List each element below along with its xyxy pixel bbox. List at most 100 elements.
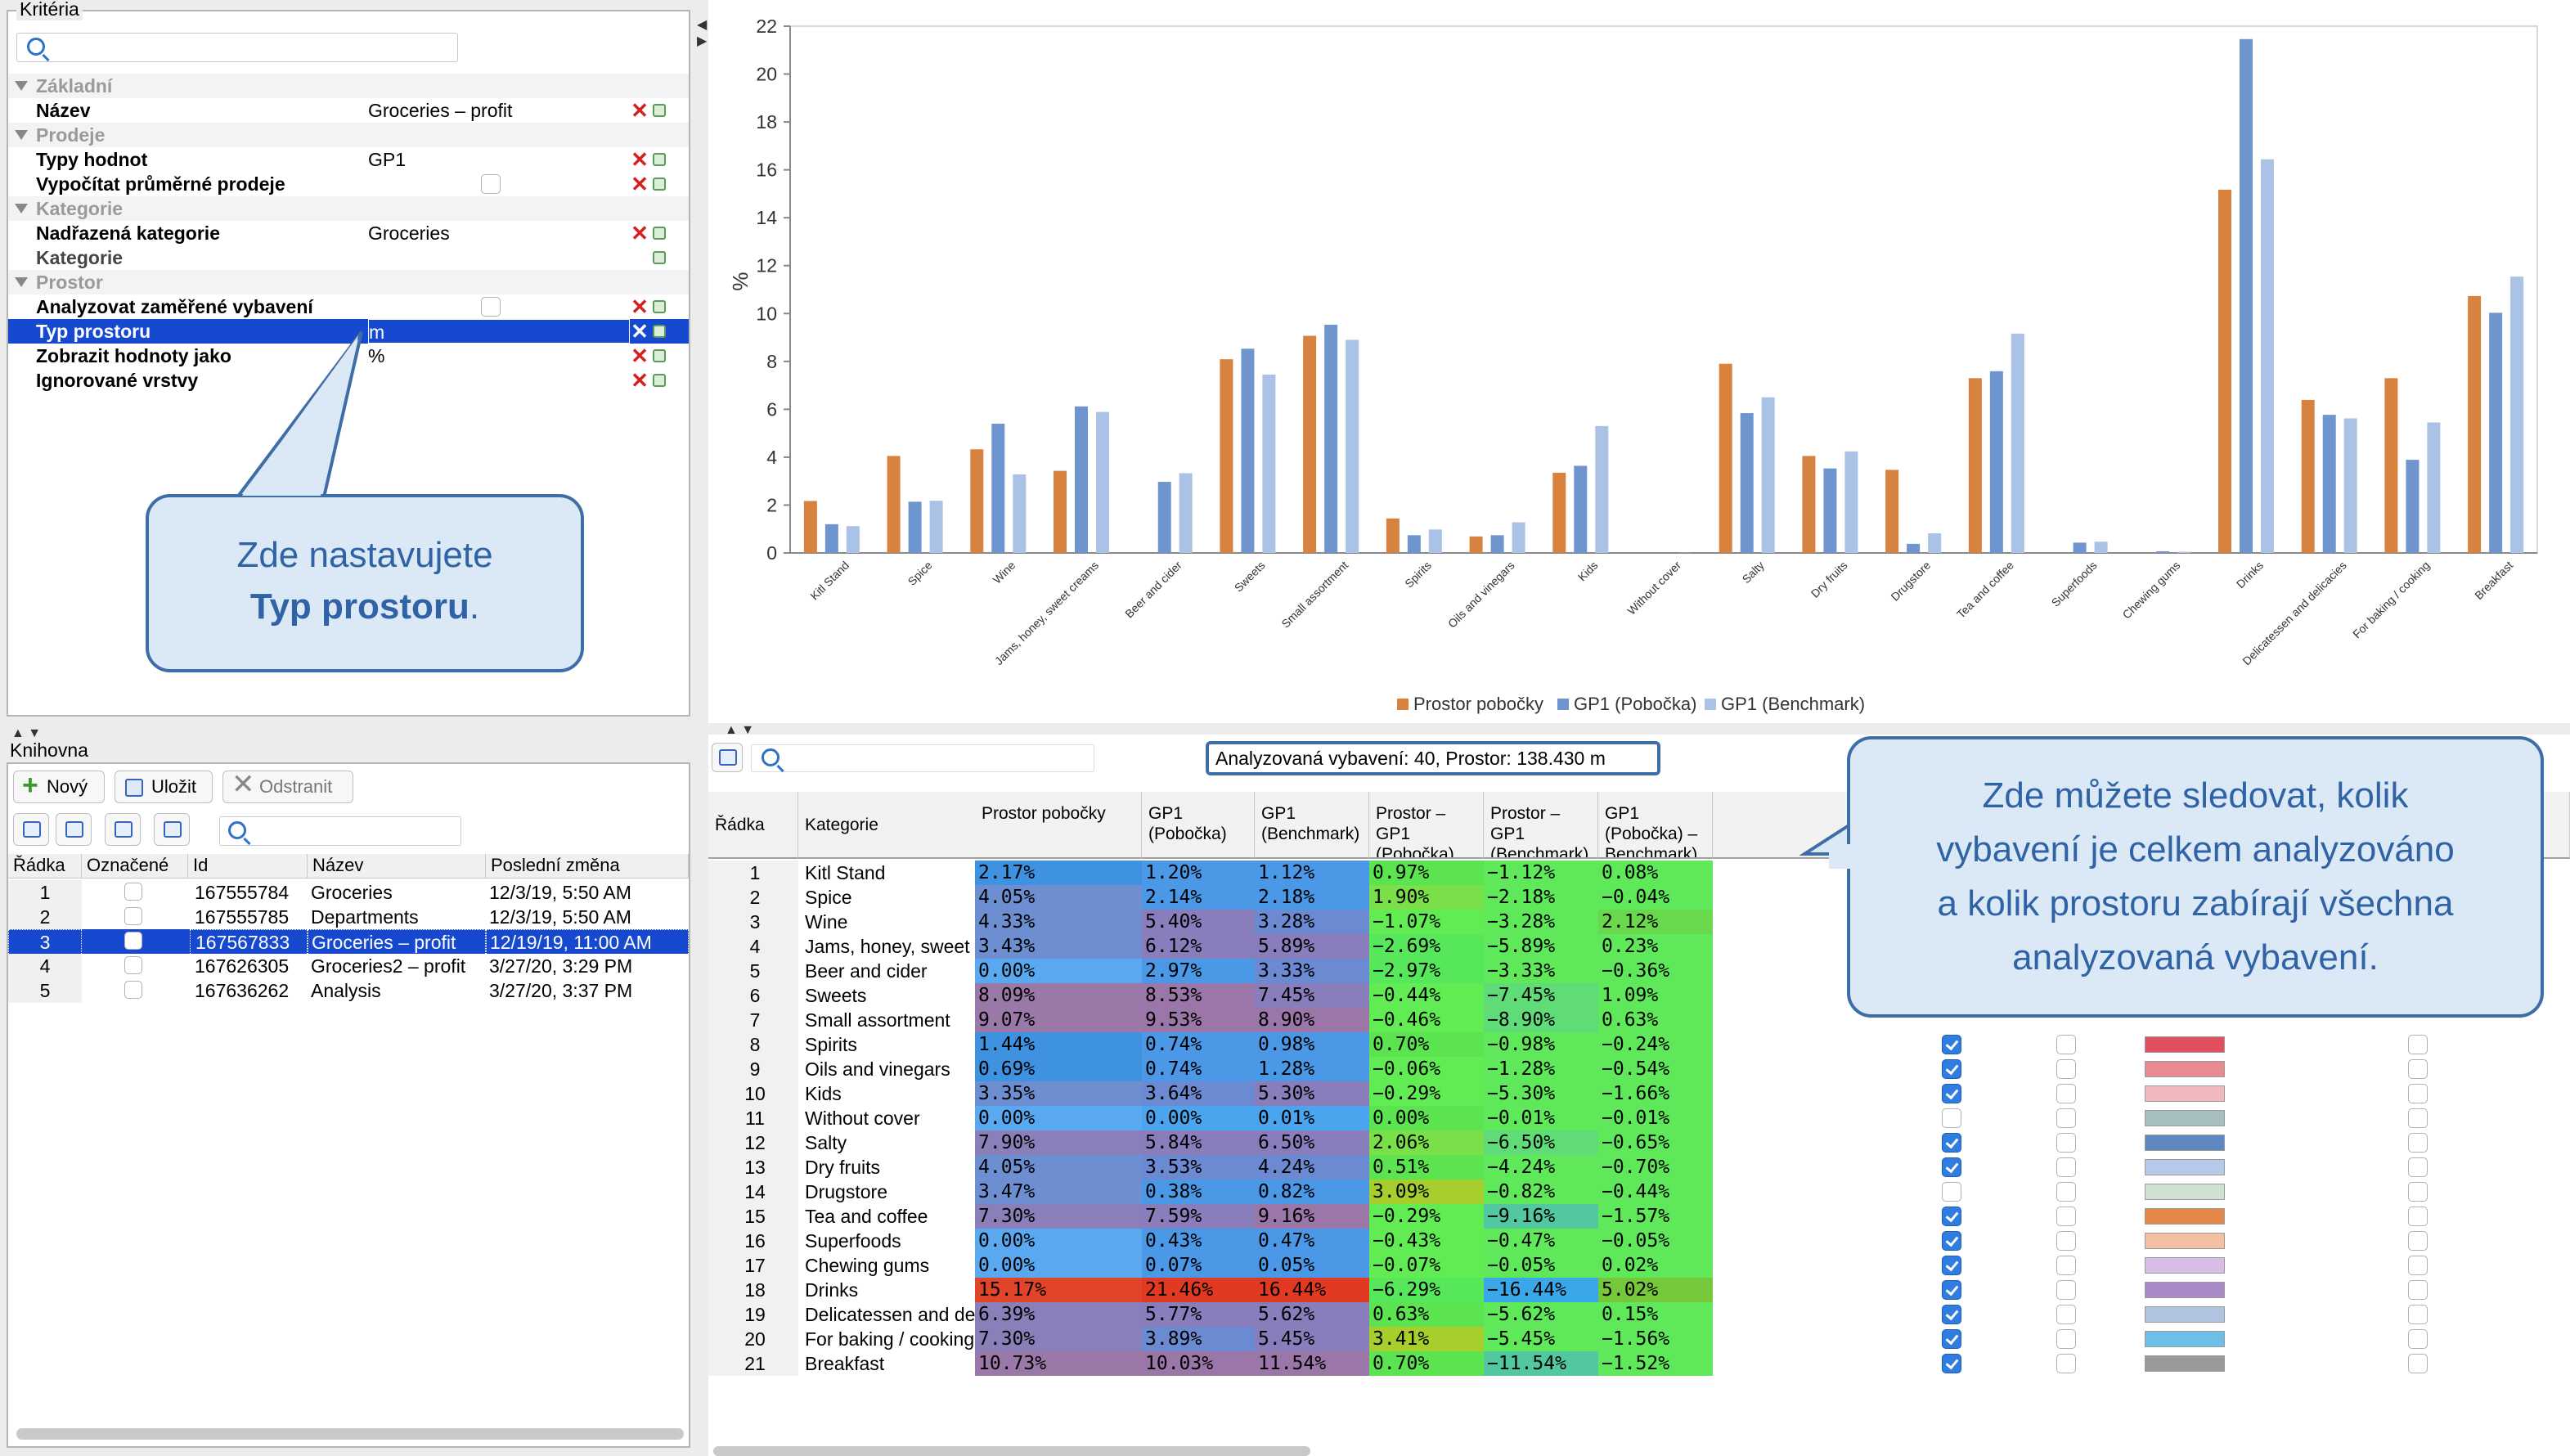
- analysis-column-header[interactable]: GP1 (Benchmark): [1255, 792, 1369, 859]
- color-swatch[interactable]: [2145, 1208, 2225, 1225]
- remove-icon[interactable]: ✕: [631, 368, 649, 393]
- library-table-row[interactable]: 2 167555785 Departments 12/3/19, 5:50 AM: [8, 905, 689, 929]
- analysis-table-row[interactable]: 10 Kids 3.35% 3.64% 5.30% −0.29% −5.30% −1.66%: [708, 1081, 2570, 1106]
- criteria-property-row[interactable]: Zobrazit hodnoty jako% ✕: [8, 344, 689, 368]
- edit-icon[interactable]: [653, 104, 666, 117]
- secondary-checkbox[interactable]: [2056, 1305, 2076, 1324]
- remove-icon[interactable]: ✕: [631, 98, 649, 123]
- library-column-header[interactable]: Poslední změna: [486, 854, 689, 879]
- library-column-header[interactable]: Označené: [82, 854, 188, 879]
- library-column-header[interactable]: Řádka: [8, 854, 82, 879]
- color-swatch[interactable]: [2145, 1233, 2225, 1249]
- extra-checkbox[interactable]: [2408, 1108, 2428, 1128]
- analysis-table-row[interactable]: 18 Drinks 15.17% 21.46% 16.44% −6.29% −16.44% 5…: [708, 1278, 2570, 1302]
- analysis-column-header[interactable]: Prostor – GP1 (Pobočka): [1369, 792, 1484, 859]
- color-swatch[interactable]: [2145, 1085, 2225, 1102]
- analysis-table-row[interactable]: 14 Drugstore 3.47% 0.38% 0.82% 3.09% −0.82% −0.…: [708, 1180, 2570, 1204]
- edit-icon[interactable]: [653, 300, 666, 313]
- secondary-checkbox[interactable]: [2056, 1182, 2076, 1202]
- library-horizontal-scrollbar[interactable]: [16, 1428, 684, 1440]
- edit-icon[interactable]: [653, 227, 666, 240]
- analysis-table-row[interactable]: 6 Sweets 8.09% 8.53% 7.45% −0.44% −7.45% 1.09%: [708, 983, 2570, 1008]
- secondary-checkbox[interactable]: [2056, 1280, 2076, 1300]
- analysis-column-header[interactable]: GP1 (Pobočka): [1142, 792, 1255, 859]
- remove-icon[interactable]: ✕: [631, 319, 649, 344]
- analysis-table-row[interactable]: 21 Breakfast 10.73% 10.03% 11.54% 0.70% −11.54…: [708, 1351, 2570, 1376]
- focus-checkbox[interactable]: [1942, 1256, 1961, 1275]
- criteria-property-value[interactable]: %: [368, 345, 385, 366]
- focus-checkbox[interactable]: [1942, 1035, 1961, 1054]
- focus-checkbox[interactable]: [1942, 1182, 1961, 1202]
- copy-button[interactable]: [56, 813, 92, 846]
- analysis-table-row[interactable]: 20 For baking / cooking 7.30% 3.89% 5.45% 3.4…: [708, 1327, 2570, 1351]
- export-button[interactable]: [712, 743, 743, 772]
- color-swatch[interactable]: [2145, 1036, 2225, 1053]
- criteria-property-row[interactable]: Analyzovat zaměřené vybavení ✕: [8, 294, 689, 319]
- criteria-property-row[interactable]: Typy hodnot GP1 ✕: [8, 147, 689, 172]
- criteria-property-checkbox[interactable]: [481, 174, 501, 194]
- secondary-checkbox[interactable]: [2056, 1354, 2076, 1373]
- color-swatch[interactable]: [2145, 1282, 2225, 1298]
- save-button[interactable]: Uložit: [115, 771, 213, 803]
- edit-icon[interactable]: [653, 153, 666, 166]
- analysis-table-row[interactable]: 16 Superfoods 0.00% 0.43% 0.47% −0.43% −0.47% −…: [708, 1229, 2570, 1253]
- analysis-column-header[interactable]: Prostor pobočky: [975, 792, 1142, 859]
- secondary-checkbox[interactable]: [2056, 1231, 2076, 1251]
- remove-icon[interactable]: ✕: [631, 344, 649, 368]
- focus-checkbox[interactable]: [1942, 1207, 1961, 1226]
- analysis-table-row[interactable]: 19 Delicatessen and delicacies6.39%5.77%5…: [708, 1302, 2570, 1327]
- criteria-property-row[interactable]: Typ prostoru m ✕: [8, 319, 689, 344]
- extra-checkbox[interactable]: [2408, 1182, 2428, 1202]
- analysis-table-row[interactable]: 9 Oils and vinegars 0.69% 0.74% 1.28% −0.06% −…: [708, 1057, 2570, 1081]
- analysis-column-header[interactable]: Prostor – GP1 (Benchmark): [1484, 792, 1598, 859]
- library-row-checkbox[interactable]: [124, 883, 142, 901]
- table-search-input[interactable]: [751, 744, 1094, 772]
- color-swatch[interactable]: [2145, 1306, 2225, 1323]
- focus-checkbox[interactable]: [1942, 1133, 1961, 1153]
- analysis-table-row[interactable]: 8 Spirits 1.44% 0.74% 0.98% 0.70% −0.98% −0.24%: [708, 1032, 2570, 1057]
- splitter-arrows-icon[interactable]: ▲ ▼: [11, 726, 42, 740]
- edit-icon[interactable]: [653, 178, 666, 191]
- criteria-property-value[interactable]: Groceries – profit: [368, 100, 513, 121]
- color-swatch[interactable]: [2145, 1331, 2225, 1347]
- criteria-property-row[interactable]: Nadřazená kategorie Groceries ✕: [8, 221, 689, 245]
- expand-triangle-icon[interactable]: [15, 130, 28, 140]
- secondary-checkbox[interactable]: [2056, 1084, 2076, 1103]
- library-table-row[interactable]: 5 167636262 Analysis 3/27/20, 3:37 PM: [8, 978, 689, 1003]
- focus-checkbox[interactable]: [1942, 1084, 1961, 1103]
- edit-icon[interactable]: [653, 325, 666, 338]
- extra-checkbox[interactable]: [2408, 1329, 2428, 1349]
- analysis-table-row[interactable]: 3 Wine 4.33% 5.40% 3.28% −1.07% −3.28% 2.12%: [708, 910, 2570, 934]
- color-swatch[interactable]: [2145, 1110, 2225, 1126]
- criteria-group-row[interactable]: Prostor: [8, 270, 689, 294]
- criteria-property-value[interactable]: GP1: [368, 149, 407, 170]
- library-row-checkbox[interactable]: [124, 981, 142, 999]
- extra-checkbox[interactable]: [2408, 1084, 2428, 1103]
- analysis-table-row[interactable]: 5 Beer and cider 0.00% 2.97% 3.33% −2.97% −3.3…: [708, 959, 2570, 983]
- criteria-group-row[interactable]: Prodeje: [8, 123, 689, 147]
- criteria-property-value[interactable]: Groceries: [368, 222, 450, 244]
- color-swatch[interactable]: [2145, 1184, 2225, 1200]
- secondary-checkbox[interactable]: [2056, 1256, 2076, 1275]
- extra-checkbox[interactable]: [2408, 1035, 2428, 1054]
- check-all-button[interactable]: [13, 813, 49, 846]
- color-swatch[interactable]: [2145, 1135, 2225, 1151]
- analysis-table-row[interactable]: 4 Jams, honey, sweet creams3.43%6.12%5.89…: [708, 934, 2570, 959]
- library-row-checkbox[interactable]: [124, 932, 142, 950]
- remove-icon[interactable]: ✕: [631, 221, 649, 245]
- secondary-checkbox[interactable]: [2056, 1035, 2076, 1054]
- analysis-column-header[interactable]: GP1 (Pobočka) – Benchmark): [1598, 792, 1713, 859]
- criteria-property-row[interactable]: Vypočítat průměrné prodeje ✕: [8, 172, 689, 196]
- color-swatch[interactable]: [2145, 1159, 2225, 1175]
- criteria-property-checkbox[interactable]: [481, 297, 501, 317]
- focus-checkbox[interactable]: [1942, 1280, 1961, 1300]
- remove-icon[interactable]: ✕: [631, 294, 649, 319]
- library-table-row[interactable]: 4 167626305 Groceries2 – profit 3/27/20, 3:…: [8, 954, 689, 978]
- remove-icon[interactable]: ✕: [631, 147, 649, 172]
- secondary-checkbox[interactable]: [2056, 1108, 2076, 1128]
- library-row-checkbox[interactable]: [124, 956, 142, 974]
- library-row-checkbox[interactable]: [124, 907, 142, 925]
- library-column-header[interactable]: Id: [188, 854, 308, 879]
- analysis-table-row[interactable]: 1 Kitl Stand 2.17% 1.20% 1.12% 0.97% −1.12% 0.0…: [708, 861, 2570, 885]
- edit-icon[interactable]: [653, 374, 666, 387]
